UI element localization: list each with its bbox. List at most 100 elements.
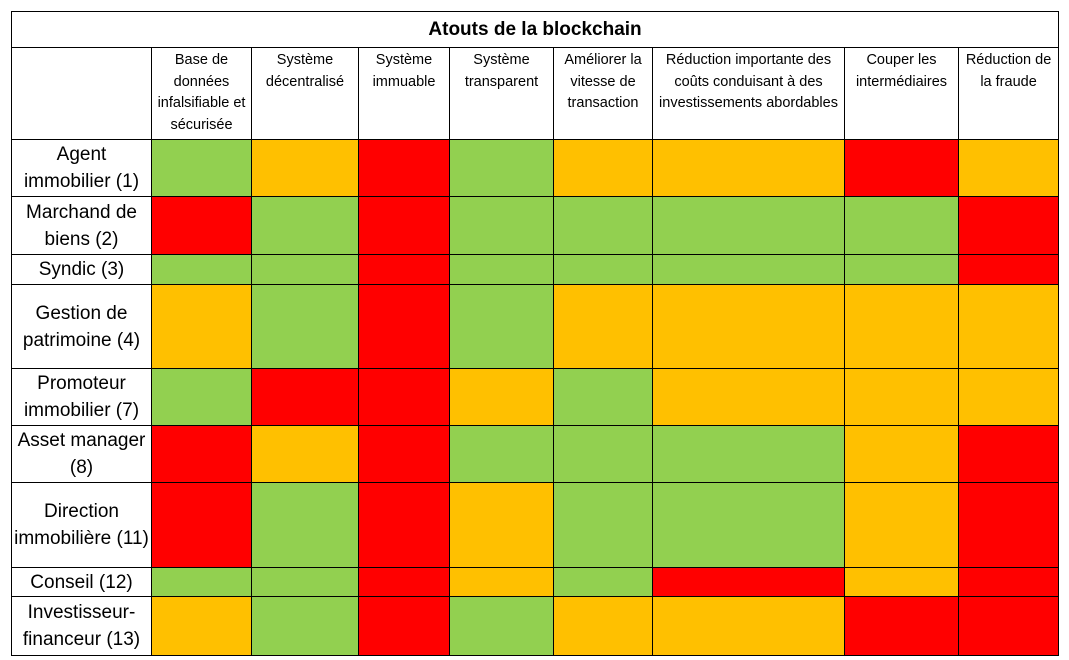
heatmap-cell bbox=[151, 567, 252, 597]
heatmap-cell bbox=[358, 284, 450, 369]
blockchain-assets-heatmap: Atouts de la blockchain Base de données … bbox=[10, 11, 1060, 656]
heatmap-cell bbox=[358, 596, 450, 656]
heatmap-cell bbox=[358, 482, 450, 568]
heatmap-cell bbox=[652, 368, 845, 426]
heatmap-cell bbox=[553, 284, 653, 369]
heatmap-cell bbox=[553, 567, 653, 597]
heatmap-cell bbox=[251, 254, 359, 285]
heatmap-cell bbox=[151, 196, 252, 255]
heatmap-cell bbox=[553, 254, 653, 285]
heatmap-cell bbox=[652, 139, 845, 197]
heatmap-cell bbox=[957, 482, 1060, 568]
heatmap-cell bbox=[358, 425, 450, 483]
row-label: Gestion de patrimoine (4) bbox=[11, 284, 152, 369]
heatmap-cell bbox=[553, 139, 653, 197]
column-header: Couper les intermédiaires bbox=[844, 47, 959, 140]
row-label: Agent immobilier (1) bbox=[11, 139, 152, 197]
heatmap-cell bbox=[844, 368, 959, 426]
heatmap-cell bbox=[151, 368, 252, 426]
heatmap-cell bbox=[553, 482, 653, 568]
heatmap-cell bbox=[652, 482, 845, 568]
heatmap-cell bbox=[652, 284, 845, 369]
heatmap-cell bbox=[151, 482, 252, 568]
column-header: Base de données infalsifiable et sécuris… bbox=[151, 47, 252, 140]
row-label: Marchand de biens (2) bbox=[11, 196, 152, 255]
column-header: Réduction importante des coûts conduisan… bbox=[652, 47, 845, 140]
heatmap-cell bbox=[957, 368, 1060, 426]
heatmap-cell bbox=[844, 284, 959, 369]
row-label: Asset manager (8) bbox=[11, 425, 152, 483]
heatmap-cell bbox=[844, 196, 959, 255]
heatmap-cell bbox=[358, 196, 450, 255]
heatmap-cell bbox=[652, 425, 845, 483]
heatmap-cell bbox=[652, 596, 845, 656]
heatmap-cell bbox=[251, 482, 359, 568]
heatmap-cell bbox=[957, 567, 1060, 597]
heatmap-cell bbox=[251, 139, 359, 197]
heatmap-cell bbox=[957, 425, 1060, 483]
heatmap-cell bbox=[358, 254, 450, 285]
column-header: Réduction de la fraude bbox=[957, 47, 1060, 140]
column-header: Système immuable bbox=[358, 47, 450, 140]
heatmap-cell bbox=[449, 139, 554, 197]
heatmap-cell bbox=[151, 596, 252, 656]
heatmap-cell bbox=[553, 196, 653, 255]
heatmap-cell bbox=[553, 596, 653, 656]
heatmap-cell bbox=[844, 139, 959, 197]
column-header: Système transparent bbox=[449, 47, 554, 140]
heatmap-cell bbox=[957, 284, 1060, 369]
heatmap-row: Conseil (12) bbox=[11, 567, 1060, 597]
heatmap-row: Investisseur-financeur (13) bbox=[11, 596, 1060, 656]
heatmap-cell bbox=[151, 284, 252, 369]
heatmap-cell bbox=[844, 567, 959, 597]
heatmap-row: Gestion de patrimoine (4) bbox=[11, 284, 1060, 369]
heatmap-cell bbox=[251, 425, 359, 483]
row-label: Direction immobilière (11) bbox=[11, 482, 152, 568]
heatmap-cell bbox=[449, 368, 554, 426]
heatmap-cell bbox=[251, 284, 359, 369]
heatmap-cell bbox=[449, 196, 554, 255]
heatmap-cell bbox=[151, 425, 252, 483]
heatmap-cell bbox=[553, 425, 653, 483]
column-header: Système décentralisé bbox=[251, 47, 359, 140]
column-header: Améliorer la vitesse de transaction bbox=[553, 47, 653, 140]
heatmap-cell bbox=[449, 284, 554, 369]
heatmap-cell bbox=[358, 567, 450, 597]
heatmap-cell bbox=[652, 254, 845, 285]
heatmap-cell bbox=[251, 368, 359, 426]
heatmap-cell bbox=[844, 425, 959, 483]
heatmap-cell bbox=[449, 482, 554, 568]
heatmap-cell bbox=[957, 139, 1060, 197]
heatmap-cell bbox=[844, 254, 959, 285]
chart-title: Atouts de la blockchain bbox=[10, 11, 1060, 48]
heatmap-cell bbox=[251, 596, 359, 656]
heatmap-cell bbox=[957, 596, 1060, 656]
row-label: Conseil (12) bbox=[11, 567, 152, 597]
heatmap-cell bbox=[957, 196, 1060, 255]
heatmap-cell bbox=[844, 482, 959, 568]
heatmap-cell bbox=[652, 567, 845, 597]
heatmap-cell bbox=[449, 425, 554, 483]
heatmap-row: Marchand de biens (2) bbox=[11, 196, 1060, 255]
heatmap-cell bbox=[553, 368, 653, 426]
header-corner-cell bbox=[11, 47, 152, 140]
heatmap-row: Agent immobilier (1) bbox=[11, 139, 1060, 197]
heatmap-cell bbox=[957, 254, 1060, 285]
row-label: Promoteur immobilier (7) bbox=[11, 368, 152, 426]
heatmap-cell bbox=[449, 567, 554, 597]
heatmap-cell bbox=[449, 254, 554, 285]
heatmap-cell bbox=[449, 596, 554, 656]
heatmap-cell bbox=[251, 196, 359, 255]
heatmap-cell bbox=[358, 139, 450, 197]
heatmap-cell bbox=[151, 139, 252, 197]
heatmap-row: Syndic (3) bbox=[11, 254, 1060, 285]
row-label: Investisseur-financeur (13) bbox=[11, 596, 152, 656]
heatmap-cell bbox=[652, 196, 845, 255]
heatmap-row: Promoteur immobilier (7) bbox=[11, 368, 1060, 426]
heatmap-cell bbox=[358, 368, 450, 426]
row-label: Syndic (3) bbox=[11, 254, 152, 285]
heatmap-cell bbox=[151, 254, 252, 285]
heatmap-row: Asset manager (8) bbox=[11, 425, 1060, 483]
heatmap-cell bbox=[844, 596, 959, 656]
heatmap-row: Direction immobilière (11) bbox=[11, 482, 1060, 568]
